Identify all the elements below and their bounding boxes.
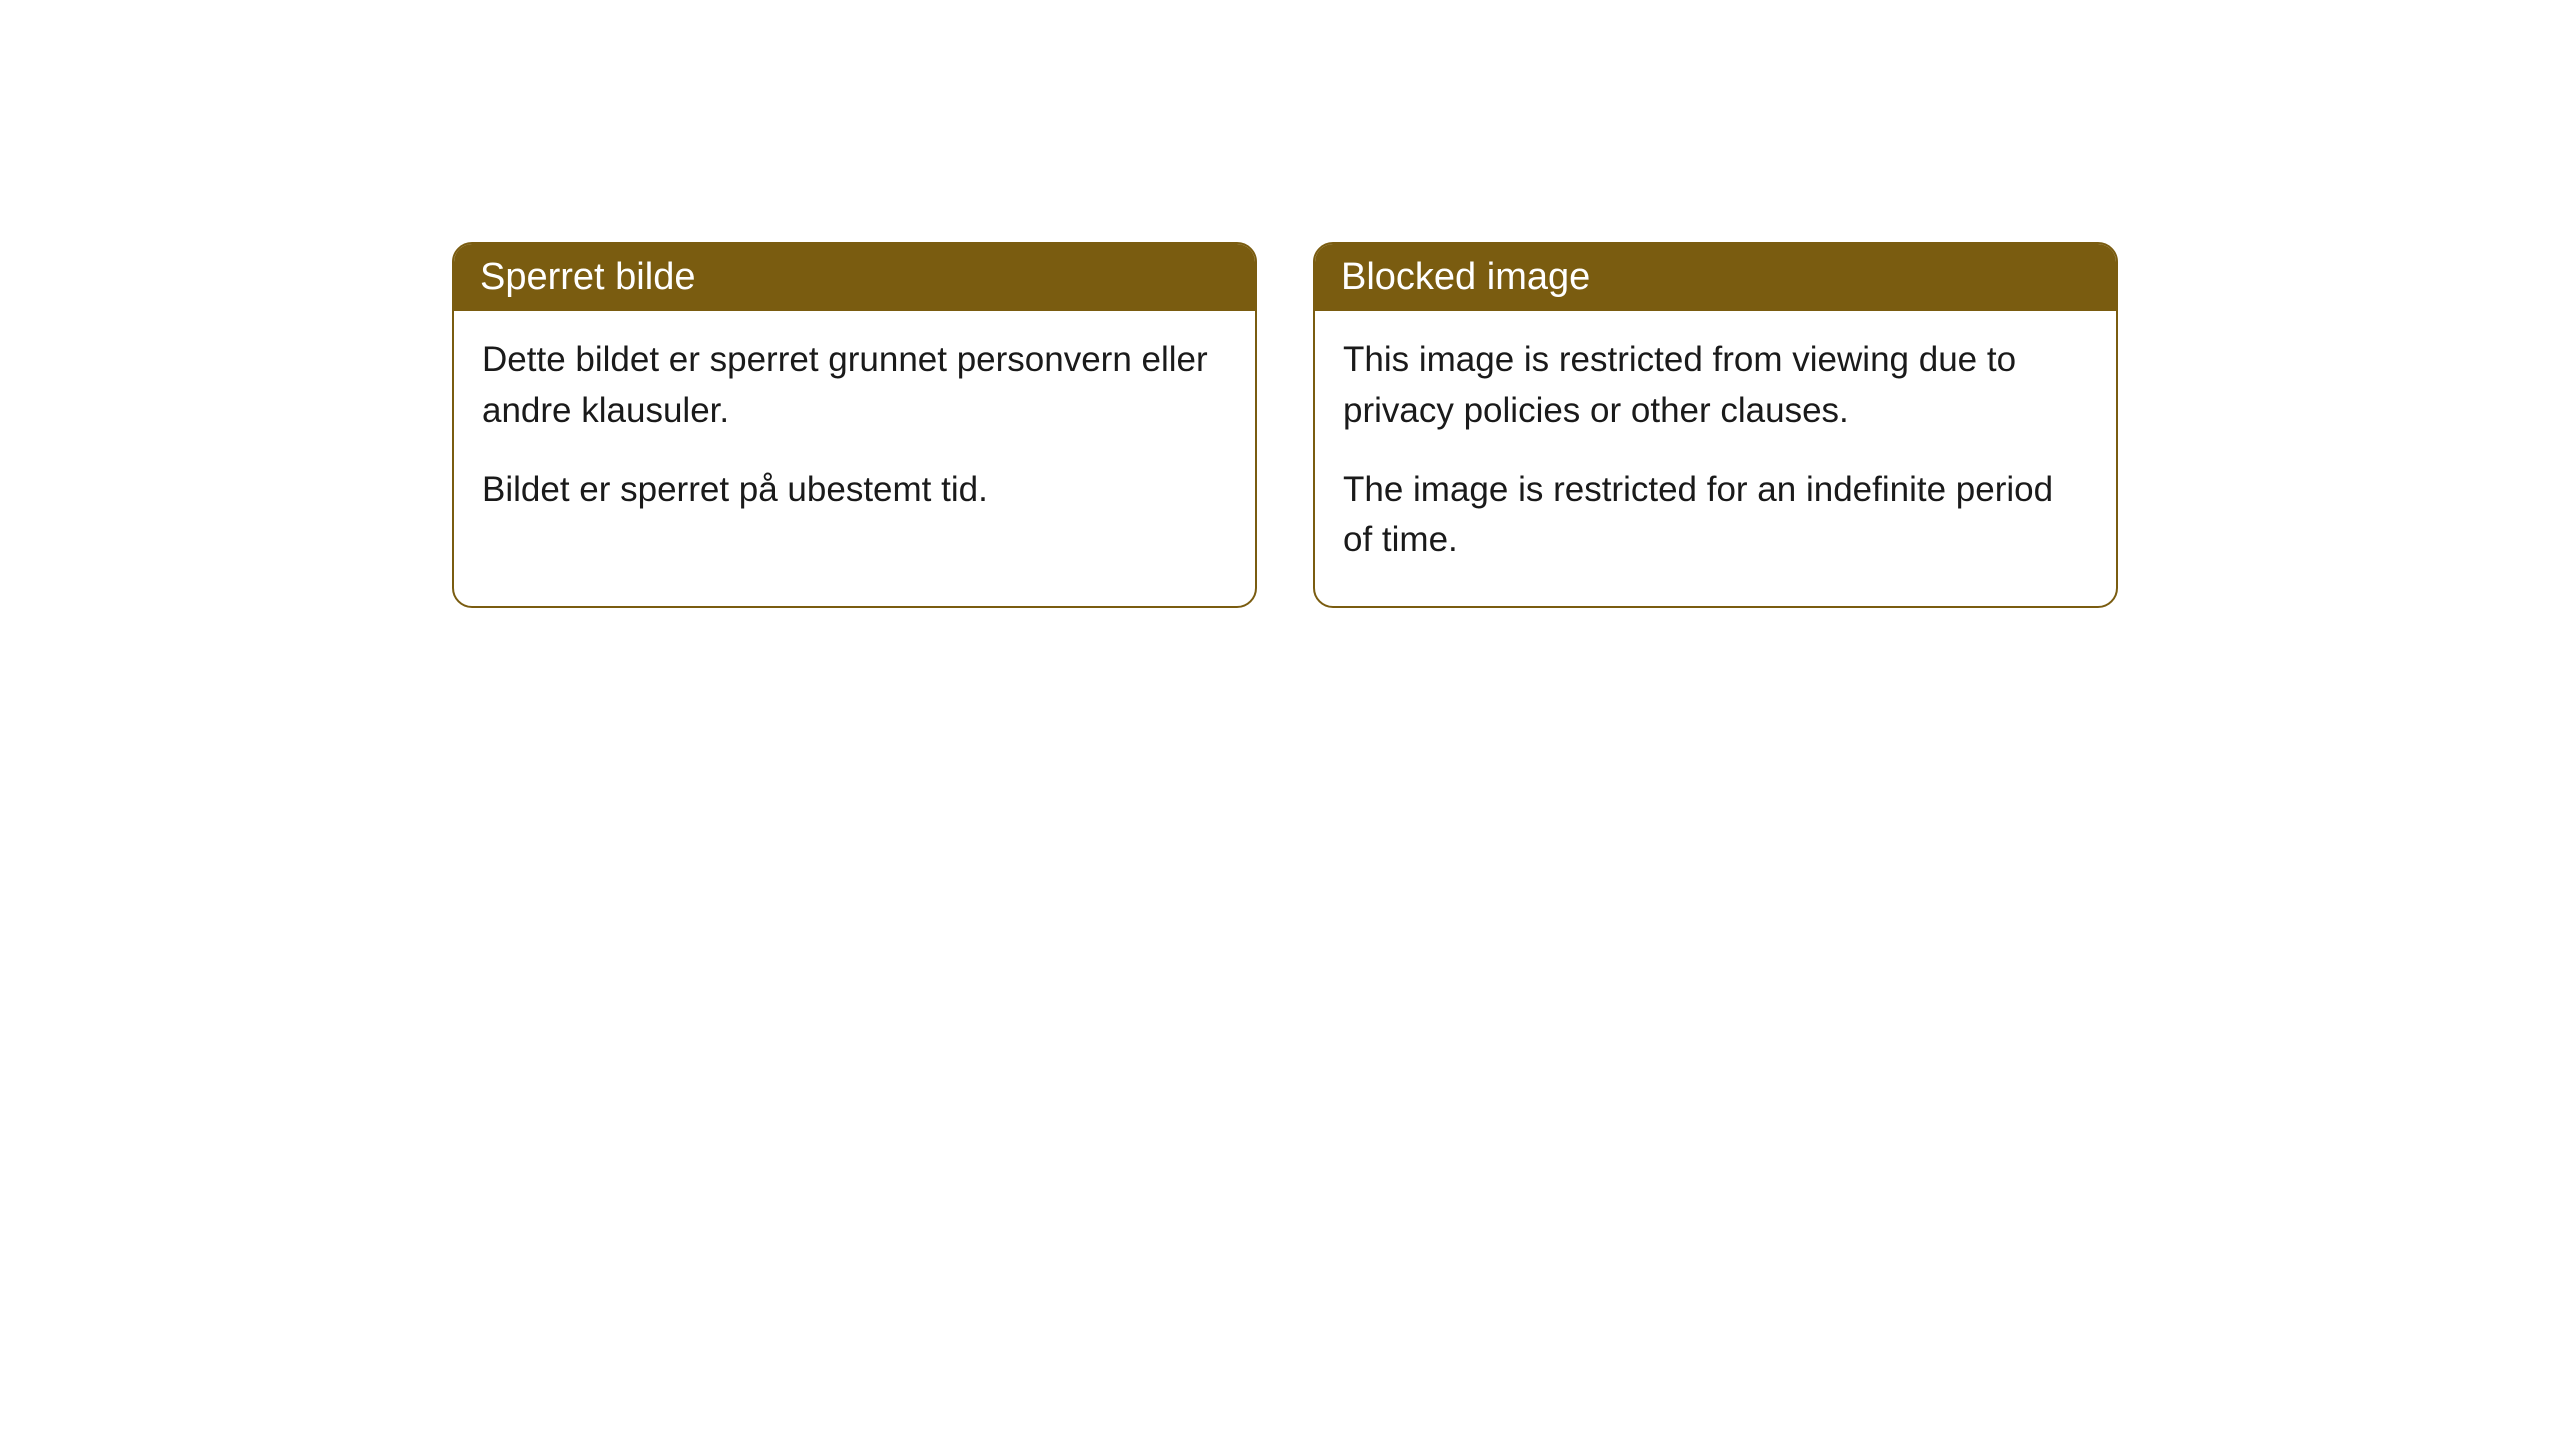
card-body-no: Dette bildet er sperret grunnet personve… [454,311,1255,555]
card-paragraph-no-1: Dette bildet er sperret grunnet personve… [482,335,1227,437]
card-paragraph-en-2: The image is restricted for an indefinit… [1343,465,2088,567]
notice-cards-container: Sperret bilde Dette bildet er sperret gr… [452,242,2118,608]
card-header-en: Blocked image [1315,244,2116,311]
card-paragraph-en-1: This image is restricted from viewing du… [1343,335,2088,437]
blocked-image-card-en: Blocked image This image is restricted f… [1313,242,2118,608]
card-paragraph-no-2: Bildet er sperret på ubestemt tid. [482,465,1227,516]
card-body-en: This image is restricted from viewing du… [1315,311,2116,606]
card-header-no: Sperret bilde [454,244,1255,311]
blocked-image-card-no: Sperret bilde Dette bildet er sperret gr… [452,242,1257,608]
